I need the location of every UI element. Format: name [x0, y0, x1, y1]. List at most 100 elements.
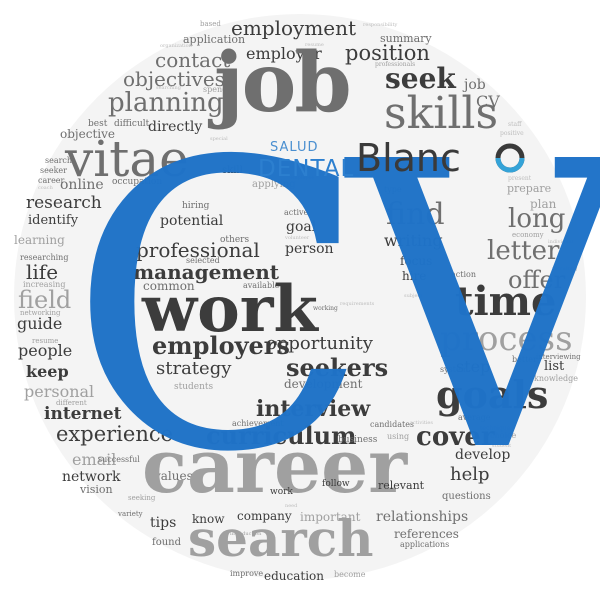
word-others: others [220, 235, 250, 245]
word-writing: writing [384, 231, 443, 250]
word-objective: objective [60, 127, 115, 141]
word-need: need [285, 503, 298, 509]
word-cloud-disc [14, 14, 586, 580]
word-seeker: seeker [40, 166, 67, 175]
word-research: research [26, 193, 102, 213]
word-searching: searching [156, 85, 181, 91]
word-selected: selected [186, 256, 220, 265]
word-skills: skills [384, 88, 499, 139]
word-active: active [284, 208, 309, 217]
word-responsibility: responsibility [363, 22, 398, 28]
word-cover: cover [416, 422, 495, 452]
word-career-big: career [142, 424, 408, 510]
word-important: important [300, 510, 361, 524]
word-find: find [386, 197, 445, 232]
word-cv-small: CV [476, 92, 500, 111]
word-strategy: strategy [156, 358, 232, 379]
word-person: person [285, 241, 334, 257]
word-successful: successful [98, 455, 140, 464]
word-goals: goals [436, 372, 549, 417]
word-management: management [133, 260, 279, 284]
word-variety: variety [118, 510, 143, 518]
word-best: best [88, 119, 108, 129]
word-tips: tips [150, 515, 177, 531]
word-individual: individual [548, 239, 574, 245]
word-relevant: relevant [378, 479, 425, 492]
word-technique: technique [480, 425, 511, 432]
word-potential: potential [160, 213, 224, 229]
word-business: business [338, 435, 378, 445]
word-seeking: seeking [128, 494, 156, 502]
word-networking: networking [20, 309, 61, 317]
word-skill: skill [222, 165, 243, 176]
word-students: students [174, 382, 214, 392]
word-employer: employer [246, 44, 322, 63]
word-applying: applying [252, 179, 296, 190]
word-occupation: occupation [112, 177, 163, 187]
word-spend: spend [203, 85, 228, 94]
word-plan: plan [530, 197, 557, 211]
word-employers: employers [152, 331, 290, 360]
word-vision: vision [80, 483, 113, 496]
word-interview: interview [256, 396, 371, 422]
word-professionals: professionals [375, 61, 416, 68]
word-employment: employment [231, 16, 357, 40]
word-company: company [237, 509, 292, 523]
word-personal: personal [24, 382, 95, 401]
word-know: know [192, 512, 225, 526]
word-people: people [18, 341, 73, 360]
word-present: present [508, 175, 532, 182]
logo-o-ring-icon [495, 143, 525, 173]
logo-dental-text: DENTAL [258, 156, 355, 182]
word-opportunity: opportunity [266, 333, 373, 354]
word-become: become [334, 570, 366, 579]
word-requirements: requirements [340, 301, 375, 307]
word-develop: develop [455, 447, 511, 463]
word-positive: positive [500, 130, 524, 137]
word-work-big: work [142, 272, 318, 347]
word-keep: keep [26, 362, 69, 381]
word-working: working [313, 305, 338, 312]
word-summary: summary [380, 32, 432, 45]
word-introduction: introduction [230, 531, 262, 537]
word-job-small: job [464, 77, 486, 93]
word-internet: internet [44, 404, 122, 424]
word-common: common [143, 279, 195, 293]
word-economy: economy [512, 231, 544, 239]
word-process: process [440, 319, 573, 359]
word-candidates: candidates [370, 420, 415, 429]
cv-big-letters: CV [68, 79, 600, 539]
word-coach: coach [38, 185, 53, 191]
word-step: step [456, 357, 491, 376]
word-list: list [544, 359, 565, 374]
word-search-small: search [45, 156, 73, 165]
word-special: special [210, 136, 228, 142]
word-staff: staff [508, 121, 522, 128]
word-offer: offer [508, 266, 566, 294]
word-letter: letter [487, 236, 560, 266]
word-resume-top: resume [305, 42, 324, 48]
word-applications: applications [400, 540, 450, 549]
word-better: better [512, 355, 537, 364]
word-available: available [243, 281, 280, 290]
word-online: online [60, 177, 104, 193]
word-career-small: career [38, 176, 65, 185]
word-directly: directly [148, 119, 203, 135]
word-contact: contact [155, 48, 231, 72]
word-time: time [455, 278, 557, 325]
word-hire: hire [402, 269, 427, 283]
word-questions: questions [442, 491, 491, 502]
word-values: values [154, 469, 193, 483]
word-follow: follow [322, 479, 350, 489]
word-life: life [26, 260, 59, 284]
word-objectives: objectives [123, 67, 225, 91]
word-type: type [384, 185, 402, 194]
word-hiring: hiring [182, 201, 210, 211]
logo-salud-text: SALUD [270, 140, 319, 155]
word-organization: organization [160, 43, 192, 49]
word-student: student [492, 443, 512, 449]
word-education: education [264, 569, 324, 583]
word-using: using [387, 432, 410, 441]
word-position: position [345, 41, 430, 65]
word-recruiting: recruiting [552, 266, 578, 272]
